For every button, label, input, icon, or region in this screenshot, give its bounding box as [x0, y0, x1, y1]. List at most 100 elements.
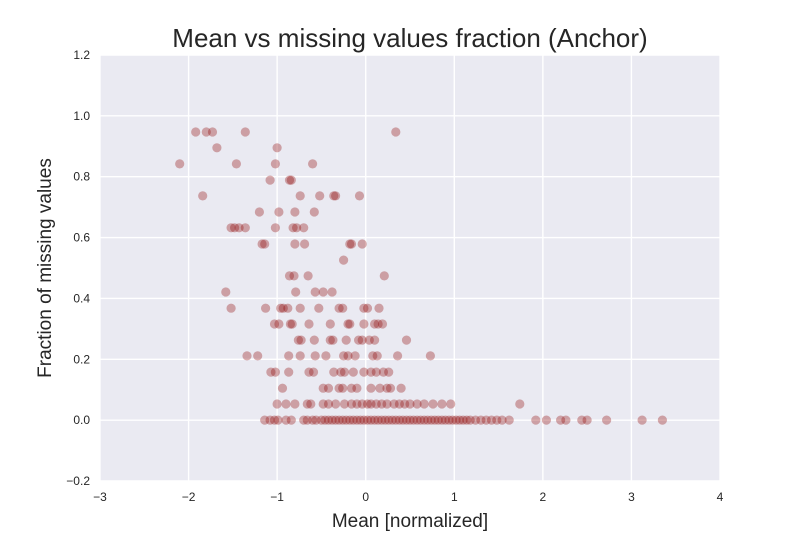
- data-point: [260, 415, 270, 425]
- data-point: [325, 319, 335, 329]
- data-point: [265, 415, 275, 425]
- data-point: [352, 383, 362, 393]
- data-point: [284, 271, 295, 281]
- y-tick-label: 1.2: [73, 48, 90, 62]
- data-point: [303, 271, 313, 281]
- data-point: [382, 399, 392, 409]
- data-point: [212, 143, 222, 153]
- data-point: [230, 223, 240, 233]
- data-point: [207, 127, 218, 137]
- data-point: [370, 415, 380, 425]
- data-point: [273, 415, 283, 425]
- data-point: [331, 399, 341, 409]
- data-point: [370, 319, 380, 329]
- data-point: [295, 191, 305, 201]
- data-point: [291, 287, 301, 297]
- data-point: [357, 399, 367, 409]
- data-point: [396, 383, 406, 393]
- data-point: [371, 367, 381, 377]
- y-tick-label: 0.8: [73, 170, 90, 184]
- data-point: [384, 367, 394, 377]
- data-point: [384, 415, 394, 425]
- data-point: [334, 415, 344, 425]
- data-point: [577, 415, 587, 425]
- data-point: [391, 127, 401, 137]
- data-point: [281, 415, 291, 425]
- data-point: [444, 415, 454, 425]
- data-point: [481, 415, 491, 425]
- data-point: [492, 415, 502, 425]
- data-point: [437, 415, 447, 425]
- data-point: [328, 335, 338, 345]
- data-point: [284, 175, 295, 185]
- x-tick-label: 3: [628, 490, 635, 504]
- data-point: [394, 399, 404, 409]
- data-points: [175, 127, 668, 425]
- data-point: [320, 415, 330, 425]
- data-point: [323, 399, 334, 409]
- data-point: [401, 415, 412, 425]
- data-point: [391, 415, 401, 425]
- data-point: [290, 207, 300, 217]
- data-point: [602, 415, 612, 425]
- data-point: [400, 399, 410, 409]
- data-point: [331, 191, 341, 201]
- data-point: [346, 239, 357, 249]
- data-point: [447, 415, 458, 425]
- data-point: [345, 415, 355, 425]
- data-point: [270, 367, 280, 377]
- data-point: [346, 399, 357, 409]
- data-point: [266, 367, 276, 377]
- data-point: [309, 335, 319, 345]
- data-point: [308, 367, 319, 377]
- data-point: [370, 335, 380, 345]
- data-point: [334, 383, 344, 393]
- data-point: [377, 415, 387, 425]
- data-point: [408, 415, 419, 425]
- chart-title: Mean vs missing values fraction (Anchor): [172, 23, 647, 53]
- y-tick-label: 0.6: [73, 231, 90, 245]
- data-point: [470, 415, 481, 425]
- data-point: [299, 415, 309, 425]
- data-point: [306, 399, 316, 409]
- data-point: [357, 335, 367, 345]
- data-point: [379, 271, 389, 281]
- data-point: [352, 415, 362, 425]
- data-point: [357, 239, 367, 249]
- data-point: [346, 383, 357, 393]
- data-point: [561, 415, 571, 425]
- data-point: [385, 383, 396, 393]
- data-point: [401, 335, 412, 345]
- data-point: [425, 351, 435, 361]
- data-point: [350, 351, 360, 361]
- data-point: [302, 415, 312, 425]
- data-point: [260, 239, 270, 249]
- data-point: [354, 335, 364, 345]
- data-point: [274, 207, 284, 217]
- data-point: [341, 415, 351, 425]
- data-point: [515, 399, 525, 409]
- data-point: [261, 303, 271, 313]
- data-point: [455, 415, 465, 425]
- data-point: [286, 175, 296, 185]
- y-tick-label: 0.4: [73, 291, 90, 305]
- data-point: [504, 415, 514, 425]
- data-point: [198, 191, 208, 201]
- data-point: [318, 287, 328, 297]
- data-point: [269, 415, 280, 425]
- data-point: [290, 399, 300, 409]
- data-point: [292, 223, 302, 233]
- x-tick-label: 0: [362, 490, 369, 504]
- data-point: [304, 367, 314, 377]
- data-point: [310, 287, 320, 297]
- data-point: [308, 159, 318, 169]
- data-point: [419, 415, 429, 425]
- data-point: [191, 127, 201, 137]
- data-point: [426, 415, 436, 425]
- data-point: [556, 415, 566, 425]
- data-point: [318, 383, 328, 393]
- data-point: [338, 303, 348, 313]
- y-tick-label: 0.2: [73, 352, 90, 366]
- data-point: [287, 319, 297, 329]
